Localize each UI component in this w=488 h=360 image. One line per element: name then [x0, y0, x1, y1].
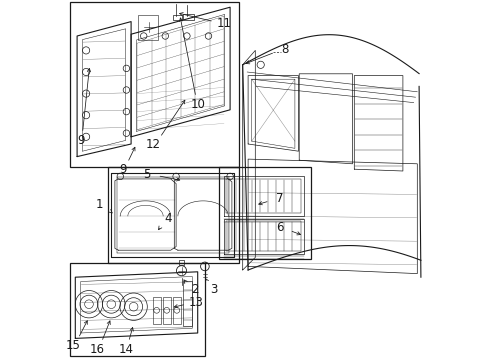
- Text: 5: 5: [143, 168, 151, 181]
- Text: 2: 2: [191, 283, 198, 296]
- Text: 1: 1: [96, 198, 103, 211]
- Bar: [178, 260, 184, 265]
- Text: 14: 14: [118, 343, 133, 356]
- Text: 7: 7: [275, 192, 283, 205]
- Text: 4: 4: [163, 212, 171, 225]
- Text: 13: 13: [188, 296, 203, 309]
- Bar: [183, 281, 192, 326]
- Bar: [163, 297, 170, 324]
- Bar: [219, 167, 310, 259]
- Text: 3: 3: [210, 283, 217, 296]
- Bar: [183, 14, 194, 20]
- Bar: [172, 297, 181, 324]
- Bar: [138, 15, 158, 40]
- Text: 9: 9: [119, 163, 126, 176]
- Bar: [152, 297, 160, 324]
- Text: 8: 8: [281, 43, 288, 56]
- Text: 10: 10: [190, 98, 205, 111]
- Bar: [107, 167, 239, 263]
- Bar: [70, 2, 239, 167]
- Text: 9: 9: [78, 134, 85, 147]
- Bar: [70, 263, 204, 356]
- Text: 15: 15: [65, 339, 80, 352]
- Text: 6: 6: [275, 221, 283, 234]
- Text: 12: 12: [145, 138, 161, 151]
- Text: 16: 16: [90, 343, 105, 356]
- Text: 11: 11: [216, 17, 231, 30]
- Bar: [172, 15, 181, 20]
